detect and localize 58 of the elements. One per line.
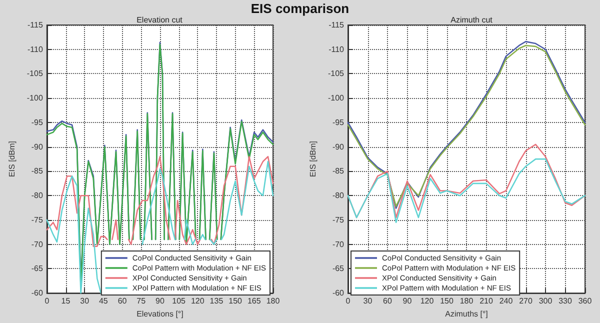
x-tick-label: 75 [136, 296, 146, 306]
x-axis-title: Azimuths [°] [445, 310, 488, 318]
x-tick-label: 360 [578, 296, 592, 306]
y-tick-label: -100 [26, 94, 44, 103]
x-tick-label: 15 [61, 296, 71, 306]
x-tick-label: 105 [172, 296, 186, 306]
y-tick-label: -115 [27, 20, 44, 30]
chart-subtitle: Elevation cut [136, 16, 184, 24]
x-tick-label: 165 [247, 296, 262, 306]
y-tick-label: -80 [31, 191, 44, 200]
y-tick-label: -60 [332, 288, 345, 298]
x-tick-label: 240 [499, 296, 514, 306]
y-tick-label: -110 [27, 44, 44, 54]
line-series [347, 158, 586, 224]
x-tick-label: 135 [210, 296, 224, 306]
x-tick-label: 210 [480, 296, 494, 306]
y-tick-label: -100 [328, 94, 345, 103]
x-tick-label: 0 [44, 296, 50, 306]
y-tick-label: -105 [26, 69, 44, 78]
y-tick-label: -95 [31, 118, 44, 127]
y-tick-label: -65 [31, 264, 44, 274]
y-tick-label: -75 [332, 215, 345, 224]
y-tick-label: -110 [328, 44, 345, 54]
y-tick-label: -90 [31, 142, 44, 152]
y-tick-label: -65 [332, 264, 345, 274]
chart-subtitle: Azimuth cut [450, 16, 494, 24]
y-tick-label: -105 [328, 69, 345, 78]
y-tick-label: -115 [328, 20, 345, 30]
text: EIS comparison [250, 1, 350, 16]
x-axis-title: Elevations [°] [136, 310, 184, 318]
y-tick-label: -70 [332, 240, 345, 249]
x-tick-label: 120 [190, 296, 205, 306]
x-tick-label: 45 [98, 296, 108, 306]
x-tick-label: 150 [228, 296, 243, 306]
x-tick-label: 330 [558, 296, 572, 306]
x-tick-label: 90 [156, 296, 165, 306]
y-tick-label: -85 [31, 166, 44, 176]
x-tick-label: 60 [383, 296, 392, 306]
x-tick-label: 120 [420, 296, 434, 306]
y-tick-label: -95 [332, 118, 345, 127]
x-tick-label: 180 [460, 296, 474, 306]
x-tick-label: 270 [519, 296, 533, 306]
y-axis-title: EIS [dBm] [8, 141, 16, 178]
x-tick-label: 300 [538, 296, 553, 306]
y-tick-label: -60 [31, 288, 44, 298]
x-tick-label: 180 [266, 296, 280, 306]
x-tick-label: 30 [80, 296, 90, 306]
x-tick-label: 90 [402, 296, 412, 306]
y-tick-label: -70 [31, 240, 44, 249]
y-tick-label: -85 [332, 166, 345, 176]
y-tick-label: -90 [332, 142, 345, 152]
x-tick-label: 30 [363, 296, 373, 306]
x-tick-label: 60 [118, 296, 128, 306]
x-tick-label: 150 [440, 296, 454, 306]
y-tick-label: -75 [31, 215, 44, 224]
y-tick-label: -80 [332, 191, 345, 200]
x-tick-label: 0 [346, 296, 351, 306]
y-axis-title: EIS [dBm] [308, 141, 318, 178]
